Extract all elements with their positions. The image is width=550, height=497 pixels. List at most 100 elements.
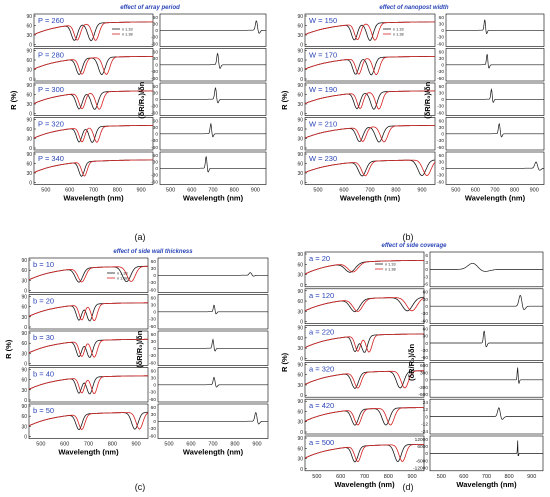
dr-tick-label: 30 (153, 125, 159, 131)
parameter-label: W = 210 (309, 120, 337, 129)
subplot-frame (304, 325, 425, 361)
x-tick-label: 600 (60, 442, 69, 448)
dr-tick-label: -60 (149, 433, 156, 439)
sensitivity-series (160, 52, 266, 69)
panel-title: effect of side coverage (382, 243, 448, 249)
dr-tick-label: -60 (437, 76, 444, 82)
r-tick-label: 0 (300, 356, 303, 362)
dr-tick-label: 30 (439, 21, 445, 27)
legend-entry: n 1.38 (393, 33, 404, 37)
sensitivity-series (446, 19, 544, 35)
dr-tick-label: 3 (425, 260, 428, 266)
r-tick-label: 90 (26, 49, 32, 55)
r-tick-label: 30 (297, 137, 303, 143)
r-tick-label: 0 (24, 325, 27, 331)
dr-axis-label: (δR/R₀)/δn (137, 81, 146, 118)
reflectance-series-1 (28, 302, 148, 322)
reflectance-series-2 (33, 90, 153, 110)
reflectance-subplot: 0 30 60 90 W = 190 (297, 82, 436, 118)
dr-axis-label: (δR/R₀)/δn (407, 343, 416, 380)
dr-tick-label: -60 (151, 179, 158, 185)
dr-tick-label: -30 (437, 138, 444, 144)
reflectance-series-2 (33, 56, 153, 76)
r-tick-label: 90 (21, 404, 27, 410)
reflectance-subplot: 0 30 60 90 W = 230 (297, 151, 436, 187)
x-axis-label: Wavelength (nm) (340, 194, 401, 203)
x-tick-label: 900 (527, 474, 536, 480)
dr-tick-label: 0 (441, 63, 444, 69)
dr-tick-label: 0 (441, 28, 444, 34)
panel-title: effect of array period (120, 5, 180, 11)
r-tick-label: 0 (29, 112, 32, 118)
dr-tick-label: -30 (151, 35, 158, 41)
dr-tick-label: 6 (425, 253, 428, 259)
subplot-frame (304, 117, 436, 151)
x-tick-label: 600 (339, 188, 348, 194)
r-tick-label: 0 (29, 181, 32, 187)
subplot-frame (304, 13, 436, 47)
dr-tick-label: 30 (151, 412, 157, 418)
x-tick-label: 600 (186, 442, 195, 448)
reflectance-subplot: 0 30 60 90 a = 220 (297, 325, 425, 362)
reflectance-series-1 (28, 375, 148, 395)
sensitivity-series (446, 122, 544, 138)
x-tick-label: 600 (459, 474, 468, 480)
r-tick-label: 0 (300, 393, 303, 399)
dr-tick-label: 0 (425, 414, 428, 420)
dr-tick-label: -60 (151, 145, 158, 151)
reflectance-subplot: 0 30 60 90 b = 40 (21, 367, 149, 404)
x-tick-label: 500 (313, 188, 322, 194)
dr-tick-label: 0 (155, 97, 158, 103)
x-tick-label: 500 (164, 442, 173, 448)
dr-tick-label: -6 (424, 282, 429, 288)
subplot-frame (28, 294, 149, 330)
r-tick-label: 60 (297, 262, 303, 268)
parameter-label: a = 120 (309, 291, 334, 300)
r-axis-label: R (%) (280, 352, 289, 372)
x-tick-label: 800 (391, 188, 400, 194)
r-tick-label: 90 (21, 258, 27, 264)
r-tick-label: 90 (297, 362, 303, 368)
reflectance-subplot: 0 30 60 90 b = 20 (21, 294, 149, 331)
legend-entry: n 1.33 (122, 28, 133, 32)
r-tick-label: 30 (21, 351, 27, 357)
r-tick-label: 60 (21, 305, 27, 311)
sensitivity-series (158, 338, 268, 352)
r-tick-label: 60 (297, 446, 303, 452)
x-tick-label: 700 (490, 188, 499, 194)
x-tick-label: 800 (230, 442, 239, 448)
x-tick-label: 500 (451, 188, 460, 194)
x-tick-label: 600 (336, 474, 345, 480)
subplot-frame (33, 151, 154, 185)
sensitivity-series (158, 412, 268, 425)
subplot-frame (304, 151, 436, 185)
dr-tick-label: 24 (423, 400, 429, 406)
r-tick-label: 0 (29, 43, 32, 49)
panel-title: effect of side wall thickness (113, 249, 193, 255)
x-tick-label: 700 (360, 474, 369, 480)
reflectance-series-2 (304, 125, 435, 143)
r-tick-label: 30 (297, 273, 303, 279)
dr-tick-label: 60 (439, 84, 445, 90)
dr-tick-label: -60 (151, 110, 158, 116)
x-tick-label: 500 (312, 474, 321, 480)
dr-tick-label: 0 (425, 304, 428, 310)
r-tick-label: 90 (297, 252, 303, 258)
x-tick-label: 600 (65, 188, 74, 194)
r-tick-label: 0 (300, 43, 303, 49)
parameter-label: W = 150 (309, 16, 337, 25)
r-tick-label: 0 (24, 398, 27, 404)
subplot-frame (33, 48, 154, 82)
reflectance-subplot: 0 30 60 90 a = 120 (297, 288, 425, 326)
subplot-frame (304, 82, 436, 116)
dr-tick-label: -12000 (413, 466, 428, 472)
r-tick-label: 30 (297, 102, 303, 108)
r-tick-label: 30 (26, 33, 32, 39)
reflectance-series-2 (304, 407, 424, 426)
x-tick-label: 700 (482, 474, 491, 480)
